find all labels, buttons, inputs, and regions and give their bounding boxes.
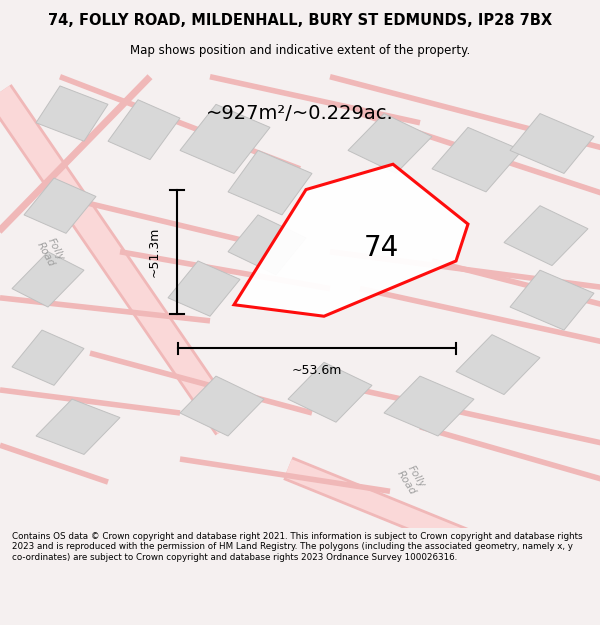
Polygon shape <box>234 164 468 316</box>
Text: 74, FOLLY ROAD, MILDENHALL, BURY ST EDMUNDS, IP28 7BX: 74, FOLLY ROAD, MILDENHALL, BURY ST EDMU… <box>48 12 552 28</box>
Polygon shape <box>36 86 108 141</box>
Text: Map shows position and indicative extent of the property.: Map shows position and indicative extent… <box>130 44 470 57</box>
Polygon shape <box>504 206 588 266</box>
Text: ~927m²/~0.229ac.: ~927m²/~0.229ac. <box>206 104 394 123</box>
Polygon shape <box>384 376 474 436</box>
Text: 74: 74 <box>364 234 399 262</box>
Polygon shape <box>456 334 540 394</box>
Text: Contains OS data © Crown copyright and database right 2021. This information is : Contains OS data © Crown copyright and d… <box>12 532 583 562</box>
Polygon shape <box>168 261 240 316</box>
Text: ~53.6m: ~53.6m <box>292 364 342 377</box>
Polygon shape <box>24 178 96 233</box>
Polygon shape <box>510 114 594 174</box>
Polygon shape <box>432 127 522 192</box>
Polygon shape <box>12 330 84 386</box>
Polygon shape <box>180 104 270 174</box>
Text: Folly
Road: Folly Road <box>35 235 67 269</box>
Polygon shape <box>348 114 432 174</box>
Polygon shape <box>228 151 312 215</box>
Text: ~51.3m: ~51.3m <box>148 226 161 277</box>
Polygon shape <box>180 376 264 436</box>
Polygon shape <box>510 270 594 330</box>
Text: Folly
Road: Folly Road <box>395 462 427 497</box>
Polygon shape <box>228 215 306 275</box>
Polygon shape <box>108 100 180 159</box>
Polygon shape <box>36 399 120 454</box>
Polygon shape <box>12 252 84 307</box>
Polygon shape <box>288 362 372 422</box>
